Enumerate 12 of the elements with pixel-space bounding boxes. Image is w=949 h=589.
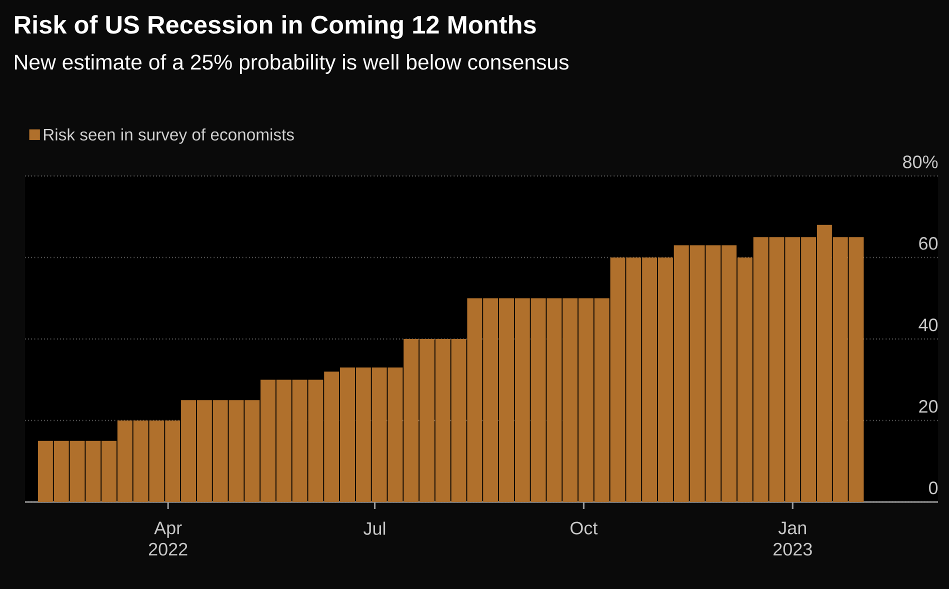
chart-title: Risk of US Recession in Coming 12 Months — [14, 15, 536, 39]
x-tick-label: Apr 2022 — [148, 522, 188, 556]
y-tick-label: 20 — [919, 400, 938, 413]
legend-label: Risk seen in survey of economists — [44, 128, 294, 144]
x-tick-label: Oct — [570, 522, 598, 534]
y-tick-label: 0 — [929, 482, 938, 494]
y-tick-label: 40 — [918, 318, 938, 332]
y-tick-label: 80% — [903, 156, 938, 168]
chart-subtitle: New estimate of a 25% probability is well below consensus — [15, 54, 568, 74]
y-tick-label: 60 — [919, 237, 938, 250]
x-tick-label: Jul — [364, 522, 386, 535]
x-tick-label: Jan 2023 — [774, 522, 812, 556]
